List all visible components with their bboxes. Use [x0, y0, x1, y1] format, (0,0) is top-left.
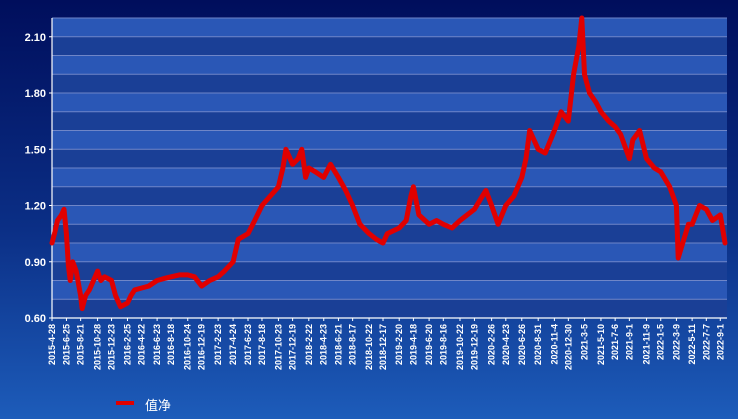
x-axis-tick-labels: 2015-4-28 2015-6-25 2015-8-21 2015-10-28 201… — [47, 318, 725, 370]
x-tick-label: 2017-4-24 — [228, 324, 238, 365]
x-tick-label: 2015-12-23 — [107, 324, 117, 370]
y-tick-label: 1.20 — [25, 201, 46, 213]
x-tick-label: 2016-12-19 — [197, 324, 207, 370]
x-tick-label: 2019-6-20 — [424, 324, 434, 365]
y-tick-label: 0.90 — [25, 257, 46, 269]
x-tick-label: 2021-11-9 — [642, 324, 652, 365]
x-tick-label: 2017-2-23 — [213, 324, 223, 365]
plot-band — [52, 261, 727, 281]
x-tick-label: 2022-1-5 — [656, 324, 666, 360]
y-tick-label: 2.10 — [25, 32, 46, 44]
plot-band — [52, 205, 727, 225]
plot-band — [52, 111, 727, 131]
x-tick-label: 2015-4-28 — [47, 324, 57, 365]
x-tick-label: 2015-6-25 — [61, 324, 71, 365]
legend-label: 值净 — [145, 398, 171, 414]
plot-band — [52, 168, 727, 187]
y-tick-label: 1.50 — [25, 144, 46, 156]
x-tick-label: 2021-7-6 — [610, 324, 620, 360]
x-tick-label: 2016-4-22 — [137, 324, 147, 365]
x-tick-label: 2017-10-23 — [273, 324, 283, 370]
x-tick-label: 2020-11-4 — [549, 324, 559, 365]
x-tick-label: 2020-2-26 — [487, 324, 497, 365]
x-tick-label: 2016-8-18 — [166, 324, 176, 365]
x-tick-label: 2016-10-24 — [183, 324, 193, 370]
x-tick-label: 2016-2-25 — [122, 324, 132, 365]
plot-band — [52, 280, 727, 300]
x-tick-label: 2017-12-19 — [288, 324, 298, 370]
plot-band — [52, 299, 727, 318]
plot-band — [52, 93, 727, 112]
x-tick-label: 2019-10-22 — [455, 324, 465, 370]
plot-band — [52, 18, 727, 37]
x-tick-label: 2022-9-1 — [715, 324, 725, 360]
axes — [51, 18, 727, 319]
x-tick-label: 2018-8-17 — [348, 324, 358, 365]
x-tick-label: 2022-3-9 — [671, 324, 681, 360]
x-tick-label: 2020-6-26 — [517, 324, 527, 365]
x-tick-label: 2021-9-1 — [624, 324, 634, 360]
x-tick-label: 2018-2-22 — [304, 324, 314, 365]
plot-band — [52, 74, 727, 93]
plot-band — [52, 36, 727, 56]
x-tick-label: 2019-8-16 — [438, 324, 448, 365]
plot-band — [52, 186, 727, 206]
plot-band — [52, 243, 727, 262]
x-tick-label: 2015-10-28 — [93, 324, 103, 370]
x-tick-label: 2019-12-19 — [469, 324, 479, 370]
plot-band — [52, 130, 727, 150]
series-line-0 — [49, 15, 728, 312]
x-tick-label: 2016-6-23 — [152, 324, 162, 365]
x-tick-label: 2021-5-10 — [596, 324, 606, 365]
series-lines — [49, 15, 728, 312]
x-tick-label: 2021-3-5 — [580, 324, 590, 360]
x-tick-label: 2022-5-11 — [687, 324, 697, 365]
plot-band — [52, 149, 727, 168]
y-tick-label: 0.60 — [25, 313, 46, 325]
x-tick-label: 2020-4-23 — [501, 324, 511, 365]
x-tick-label: 2019-4-18 — [408, 324, 418, 365]
x-tick-label: 2015-8-21 — [76, 324, 86, 365]
x-tick-label: 2018-10-22 — [364, 324, 374, 370]
x-tick-label: 2019-2-20 — [394, 324, 404, 365]
y-axis-tick-labels: 0.60 0.90 1.20 1.50 1.80 2.10 — [25, 32, 52, 325]
x-tick-label: 2022-7-7 — [701, 324, 711, 360]
x-tick-label: 2018-12-17 — [378, 324, 388, 370]
x-tick-label: 2018-6-21 — [333, 324, 343, 365]
plot-band — [52, 55, 727, 75]
legend-swatch — [116, 401, 134, 405]
x-tick-label: 2017-6-23 — [243, 324, 253, 365]
y-tick-label: 1.80 — [25, 88, 46, 100]
x-tick-label: 2018-4-23 — [319, 324, 329, 365]
x-tick-label: 2020-12-30 — [563, 324, 573, 370]
legend: 值净 — [116, 398, 171, 414]
x-tick-label: 2017-8-18 — [257, 324, 267, 365]
x-tick-label: 2020-8-31 — [533, 324, 543, 365]
